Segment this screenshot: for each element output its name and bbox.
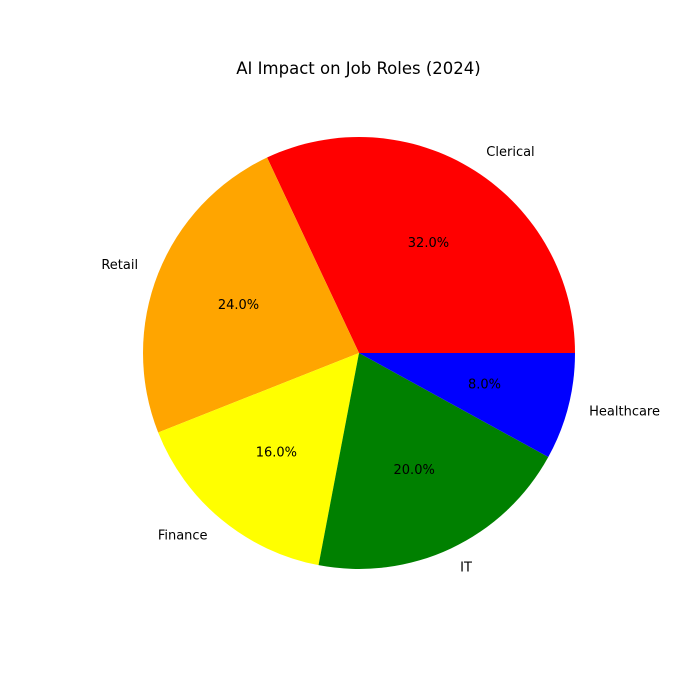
slice-label-finance: Finance	[158, 529, 208, 544]
pie-slice-it	[318, 353, 549, 569]
slice-label-retail: Retail	[101, 258, 138, 273]
pie-slices	[143, 137, 575, 569]
slice-label-healthcare: Healthcare	[589, 405, 660, 420]
slice-label-it: IT	[460, 560, 472, 575]
slice-value-label-clerical: 32.0%	[408, 236, 449, 251]
slice-value-label-finance: 16.0%	[256, 445, 297, 460]
slice-value-label-healthcare: 8.0%	[468, 378, 501, 393]
slice-label-clerical: Clerical	[486, 145, 534, 160]
pie-labels: Clerical 32.0% Retail 24.0% Finance 16.0% IT 20…	[101, 145, 660, 576]
slice-value-label-it: 20.0%	[394, 463, 435, 478]
pie-slice-healthcare	[359, 353, 575, 458]
pie-slice-retail	[143, 157, 359, 433]
slice-value-label-retail: 24.0%	[218, 298, 259, 313]
pie-slice-finance	[158, 353, 359, 566]
pie-slice-clerical	[267, 137, 575, 353]
chart-title: AI Impact on Job Roles (2024)	[236, 59, 481, 78]
